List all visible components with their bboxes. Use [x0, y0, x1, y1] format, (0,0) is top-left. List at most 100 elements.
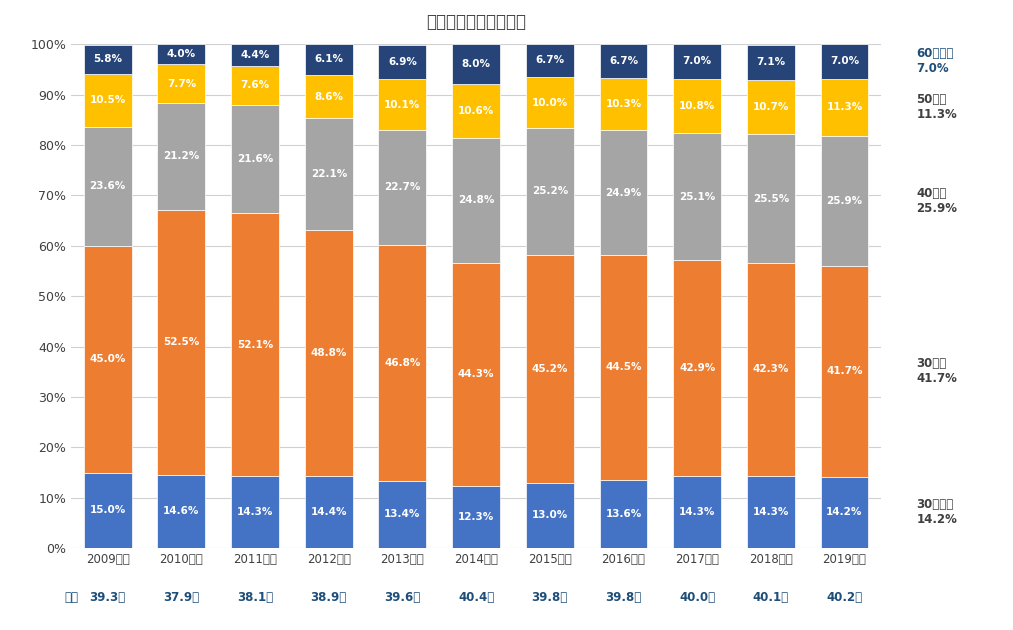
Text: 21.6%: 21.6%: [237, 154, 274, 164]
Bar: [157, 64, 206, 103]
Bar: [157, 210, 206, 474]
Text: 14.3%: 14.3%: [679, 507, 715, 517]
Text: 45.2%: 45.2%: [532, 364, 568, 374]
Text: 14.2%: 14.2%: [827, 507, 863, 517]
Text: 14.3%: 14.3%: [237, 507, 274, 517]
Text: 7.0%: 7.0%: [830, 56, 859, 66]
Bar: [821, 476, 868, 548]
Bar: [379, 481, 426, 548]
Text: 40.1歳: 40.1歳: [753, 591, 789, 604]
Bar: [231, 476, 279, 548]
Text: 14.4%: 14.4%: [311, 507, 347, 517]
Text: 7.6%: 7.6%: [240, 81, 269, 91]
Bar: [84, 127, 132, 246]
Bar: [452, 263, 500, 486]
Bar: [526, 128, 573, 255]
Text: 52.5%: 52.5%: [163, 337, 200, 347]
Text: 24.9%: 24.9%: [606, 188, 641, 198]
Bar: [747, 263, 795, 476]
Text: 40.0歳: 40.0歳: [679, 591, 715, 604]
Text: 5.8%: 5.8%: [93, 54, 123, 64]
Text: 25.1%: 25.1%: [679, 192, 715, 202]
Text: 40.4歳: 40.4歳: [458, 591, 494, 604]
Bar: [157, 103, 206, 210]
Text: 10.3%: 10.3%: [606, 99, 641, 109]
Bar: [452, 84, 500, 138]
Text: 22.7%: 22.7%: [384, 183, 420, 193]
Text: 39.6歳: 39.6歳: [384, 591, 420, 604]
Bar: [674, 79, 721, 134]
Text: 25.9%: 25.9%: [827, 196, 862, 206]
Bar: [231, 66, 279, 105]
Text: 44.5%: 44.5%: [605, 362, 641, 372]
Bar: [379, 244, 426, 481]
Text: 14.6%: 14.6%: [163, 507, 200, 517]
Bar: [231, 214, 279, 476]
Text: 10.5%: 10.5%: [89, 95, 126, 105]
Text: 10.1%: 10.1%: [384, 100, 420, 110]
Bar: [526, 483, 573, 548]
Text: 48.8%: 48.8%: [311, 348, 346, 358]
Text: 14.3%: 14.3%: [753, 507, 789, 517]
Bar: [600, 130, 647, 255]
Text: 60歳以上
7.0%: 60歳以上 7.0%: [917, 47, 953, 75]
Text: 38.1歳: 38.1歳: [237, 591, 274, 604]
Text: 6.7%: 6.7%: [535, 55, 564, 66]
Bar: [84, 74, 132, 127]
Text: 10.8%: 10.8%: [679, 101, 715, 111]
Text: 10.7%: 10.7%: [753, 102, 789, 112]
Bar: [305, 118, 353, 229]
Bar: [674, 43, 721, 79]
Bar: [821, 79, 868, 136]
Text: 46.8%: 46.8%: [384, 358, 420, 368]
Title: 年齢（全体・構成比）: 年齢（全体・構成比）: [426, 13, 526, 32]
Text: 12.3%: 12.3%: [458, 512, 494, 522]
Bar: [526, 43, 573, 77]
Text: 7.7%: 7.7%: [167, 79, 197, 89]
Bar: [674, 134, 721, 260]
Bar: [305, 476, 353, 548]
Bar: [747, 45, 795, 81]
Bar: [305, 44, 353, 75]
Bar: [452, 486, 500, 548]
Text: 6.7%: 6.7%: [609, 56, 638, 66]
Bar: [600, 44, 647, 78]
Text: 41.7%: 41.7%: [827, 367, 863, 377]
Bar: [379, 79, 426, 130]
Text: 10.0%: 10.0%: [532, 98, 568, 108]
Text: 7.1%: 7.1%: [757, 57, 785, 67]
Bar: [379, 130, 426, 244]
Text: 22.1%: 22.1%: [311, 169, 346, 179]
Text: 30歳代
41.7%: 30歳代 41.7%: [917, 357, 957, 386]
Text: 45.0%: 45.0%: [89, 354, 126, 364]
Text: 52.1%: 52.1%: [237, 340, 274, 350]
Bar: [600, 78, 647, 130]
Bar: [674, 260, 721, 476]
Text: 37.9歳: 37.9歳: [163, 591, 200, 604]
Text: 44.3%: 44.3%: [458, 369, 494, 379]
Bar: [84, 45, 132, 74]
Bar: [674, 476, 721, 548]
Bar: [747, 476, 795, 548]
Bar: [600, 255, 647, 479]
Text: 6.1%: 6.1%: [314, 54, 343, 64]
Text: 42.9%: 42.9%: [679, 363, 715, 373]
Bar: [821, 43, 868, 79]
Bar: [452, 44, 500, 84]
Text: 39.8歳: 39.8歳: [532, 591, 568, 604]
Text: 21.2%: 21.2%: [163, 151, 200, 161]
Bar: [84, 472, 132, 548]
Bar: [157, 44, 206, 64]
Bar: [84, 246, 132, 472]
Bar: [231, 44, 279, 66]
Bar: [305, 75, 353, 118]
Text: 4.4%: 4.4%: [240, 50, 269, 60]
Bar: [157, 474, 206, 548]
Text: 25.2%: 25.2%: [532, 186, 568, 197]
Bar: [747, 134, 795, 263]
Bar: [821, 136, 868, 266]
Bar: [452, 138, 500, 263]
Text: 13.4%: 13.4%: [384, 509, 420, 519]
Bar: [231, 105, 279, 214]
Text: 7.0%: 7.0%: [683, 56, 712, 66]
